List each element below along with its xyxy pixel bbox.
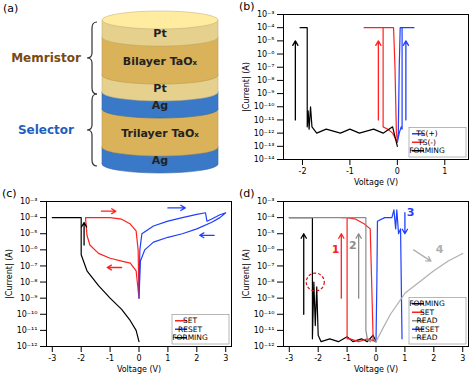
svg-text:0: 0 <box>395 167 400 176</box>
svg-text:10⁻³: 10⁻³ <box>257 10 275 19</box>
svg-text:SET: SET <box>183 316 197 326</box>
svg-text:2: 2 <box>349 239 357 252</box>
svg-text:10⁻⁶: 10⁻⁶ <box>20 245 38 254</box>
svg-text:Selector: Selector <box>18 123 74 137</box>
svg-text:10⁻⁸: 10⁻⁸ <box>257 76 275 85</box>
svg-text:10⁻⁸: 10⁻⁸ <box>20 278 38 287</box>
svg-text:10⁻¹¹: 10⁻¹¹ <box>254 326 275 335</box>
html-text:(d): (d) <box>239 187 255 200</box>
svg-text:Bilayer TaOₓ: Bilayer TaOₓ <box>123 55 198 68</box>
svg-text:10⁻¹²: 10⁻¹² <box>254 129 275 138</box>
svg-text:10⁻⁶: 10⁻⁶ <box>257 50 275 59</box>
svg-text:10⁻¹⁴: 10⁻¹⁴ <box>254 155 275 164</box>
svg-text:-2: -2 <box>298 167 306 176</box>
svg-text:10⁻⁵: 10⁻⁵ <box>257 36 275 45</box>
svg-text:10⁻³: 10⁻³ <box>20 197 38 206</box>
svg-text:-3: -3 <box>285 354 293 363</box>
svg-text:Memristor: Memristor <box>11 51 81 65</box>
svg-text:10⁻¹²: 10⁻¹² <box>254 342 275 351</box>
html-text:(b): (b) <box>239 0 255 13</box>
svg-text:RESET: RESET <box>415 324 439 334</box>
svg-text:10⁻³: 10⁻³ <box>257 197 275 206</box>
svg-text:Pt: Pt <box>153 27 166 40</box>
svg-text:1: 1 <box>402 354 407 363</box>
svg-text:10⁻¹⁰: 10⁻¹⁰ <box>254 102 275 111</box>
svg-text:10⁻⁹: 10⁻⁹ <box>20 294 38 303</box>
svg-text:10⁻⁷: 10⁻⁷ <box>257 262 275 271</box>
svg-text:10⁻⁵: 10⁻⁵ <box>257 229 275 238</box>
svg-text:-2: -2 <box>314 354 322 363</box>
svg-text:|Current| (A): |Current| (A) <box>242 249 251 299</box>
svg-text:RESET: RESET <box>178 324 202 334</box>
svg-text:10⁻¹¹: 10⁻¹¹ <box>17 326 38 335</box>
svg-text:10⁻⁷: 10⁻⁷ <box>257 63 275 72</box>
svg-text:1: 1 <box>165 354 170 363</box>
svg-text:1: 1 <box>332 243 340 256</box>
svg-text:10⁻⁸: 10⁻⁸ <box>257 278 275 287</box>
svg-text:10⁻¹³: 10⁻¹³ <box>254 142 275 151</box>
svg-text:1: 1 <box>442 167 447 176</box>
svg-text:Trilayer TaOₓ: Trilayer TaOₓ <box>121 127 199 140</box>
svg-text:|Current| (A): |Current| (A) <box>242 62 251 112</box>
svg-text:TS(-): TS(-) <box>418 137 436 147</box>
svg-text:FORMING: FORMING <box>172 333 208 342</box>
svg-text:10⁻¹⁰: 10⁻¹⁰ <box>254 310 275 319</box>
html-text:(c): (c) <box>2 187 17 200</box>
svg-text:2: 2 <box>194 354 199 363</box>
svg-text:10⁻¹¹: 10⁻¹¹ <box>254 116 275 125</box>
svg-text:Voltage (V): Voltage (V) <box>354 365 398 374</box>
svg-text:FORMING: FORMING <box>409 146 445 155</box>
svg-text:(a): (a) <box>3 2 18 15</box>
svg-text:10⁻⁵: 10⁻⁵ <box>20 229 38 238</box>
svg-text:4: 4 <box>436 243 444 256</box>
svg-text:10⁻⁹: 10⁻⁹ <box>257 294 275 303</box>
svg-text:3: 3 <box>223 354 228 363</box>
svg-text:FORMING: FORMING <box>409 299 445 309</box>
svg-text:Voltage (V): Voltage (V) <box>354 178 398 187</box>
svg-text:Voltage (V): Voltage (V) <box>117 365 161 374</box>
svg-text:-3: -3 <box>48 354 56 363</box>
svg-text:Ag: Ag <box>152 154 168 167</box>
svg-text:10⁻⁶: 10⁻⁶ <box>257 245 275 254</box>
svg-text:10⁻⁷: 10⁻⁷ <box>20 262 38 271</box>
svg-text:10⁻⁴: 10⁻⁴ <box>20 213 38 222</box>
svg-text:SET: SET <box>420 307 434 317</box>
svg-text:3: 3 <box>460 354 465 363</box>
svg-text:2: 2 <box>431 354 436 363</box>
svg-text:READ: READ <box>417 333 438 342</box>
svg-text:3: 3 <box>407 206 415 219</box>
svg-text:10⁻¹⁰: 10⁻¹⁰ <box>17 310 38 319</box>
svg-text:-1: -1 <box>106 354 114 363</box>
svg-text:-1: -1 <box>346 167 354 176</box>
svg-text:10⁻⁹: 10⁻⁹ <box>257 89 275 98</box>
svg-text:Pt: Pt <box>153 82 166 95</box>
svg-text:-2: -2 <box>77 354 85 363</box>
svg-text:Ag: Ag <box>152 99 168 112</box>
svg-text:TS(+): TS(+) <box>416 129 438 139</box>
svg-text:10⁻⁴: 10⁻⁴ <box>257 23 275 32</box>
svg-text:0: 0 <box>373 354 378 363</box>
svg-text:|Current| (A): |Current| (A) <box>5 249 14 299</box>
svg-text:-1: -1 <box>343 354 351 363</box>
svg-text:10⁻¹²: 10⁻¹² <box>17 342 38 351</box>
svg-text:READ: READ <box>416 316 438 326</box>
svg-text:0: 0 <box>136 354 141 363</box>
svg-text:10⁻⁴: 10⁻⁴ <box>257 213 275 222</box>
